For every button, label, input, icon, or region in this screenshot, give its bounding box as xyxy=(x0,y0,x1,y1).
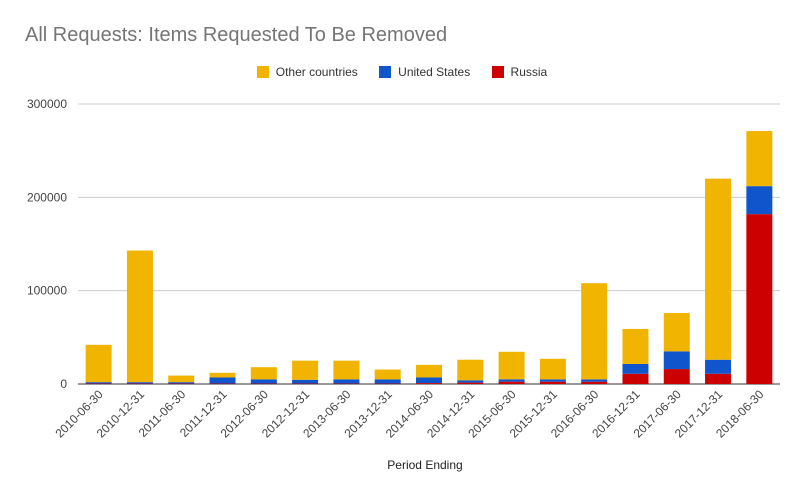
bar-united-states-2011-12-31[interactable] xyxy=(209,377,236,384)
x-axis-title: Period Ending xyxy=(387,458,462,472)
bar-united-states-2016-12-31[interactable] xyxy=(622,363,649,374)
bar-other-countries-2011-06-30[interactable] xyxy=(168,375,195,383)
bar-other-countries-2010-12-31[interactable] xyxy=(126,250,153,383)
bar-other-countries-2010-06-30[interactable] xyxy=(85,344,112,383)
bar-other-countries-2013-06-30[interactable] xyxy=(333,360,360,380)
y-axis-ticks: 0 100000 200000 300000 xyxy=(27,97,67,391)
legend-label-united-states: United States xyxy=(398,64,471,79)
legend-item-russia[interactable]: Russia xyxy=(491,64,548,79)
bar-united-states-2014-06-30[interactable] xyxy=(416,377,442,384)
legend-label-other-countries: Other countries xyxy=(275,64,358,79)
bar-united-states-2011-06-30[interactable] xyxy=(168,382,195,384)
bar-other-countries-2016-06-30[interactable] xyxy=(581,283,608,380)
y-tick-label-100000: 100000 xyxy=(27,284,67,298)
bar-russia-2018-06-30[interactable] xyxy=(746,214,773,384)
bar-united-states-2016-06-30[interactable] xyxy=(581,379,608,382)
y-tick-label-200000: 200000 xyxy=(27,190,67,204)
bar-russia-2015-06-30[interactable] xyxy=(498,381,525,384)
chart-title: All Requests: Items Requested To Be Remo… xyxy=(25,24,448,46)
bar-united-states-2015-12-31[interactable] xyxy=(539,379,566,382)
bar-other-countries-2016-12-31[interactable] xyxy=(622,328,649,364)
bars xyxy=(85,131,773,384)
bar-united-states-2018-06-30[interactable] xyxy=(746,186,773,215)
x-axis-ticks: 2010-06-302010-12-312011-06-302011-12-31… xyxy=(52,387,766,441)
bar-other-countries-2011-12-31[interactable] xyxy=(209,372,236,378)
bar-russia-2017-06-30[interactable] xyxy=(663,369,690,384)
bar-russia-2017-12-31[interactable] xyxy=(705,373,732,384)
bar-united-states-2010-06-30[interactable] xyxy=(85,382,112,384)
bar-united-states-2012-06-30[interactable] xyxy=(250,379,277,384)
bar-united-states-2010-12-31[interactable] xyxy=(126,382,153,384)
bar-russia-2015-12-31[interactable] xyxy=(539,381,566,384)
bar-other-countries-2014-12-31[interactable] xyxy=(457,359,484,381)
legend: Other countries United States Russia xyxy=(0,64,804,79)
bar-other-countries-2013-12-31[interactable] xyxy=(374,369,401,380)
bar-united-states-2012-12-31[interactable] xyxy=(292,379,319,384)
bar-russia-2016-06-30[interactable] xyxy=(581,381,608,384)
bar-other-countries-2017-12-31[interactable] xyxy=(705,178,732,360)
bar-other-countries-2015-12-31[interactable] xyxy=(539,358,566,380)
y-tick-label-0: 0 xyxy=(60,377,67,391)
legend-swatch-united-states xyxy=(379,65,392,78)
bar-united-states-2013-06-30[interactable] xyxy=(333,379,360,384)
bar-united-states-2017-06-30[interactable] xyxy=(663,351,690,370)
bar-other-countries-2014-06-30[interactable] xyxy=(416,364,442,378)
bar-russia-2014-06-30[interactable] xyxy=(416,383,442,384)
bar-other-countries-2012-12-31[interactable] xyxy=(292,360,319,380)
legend-swatch-other-countries xyxy=(256,65,269,78)
bar-united-states-2014-12-31[interactable] xyxy=(457,380,484,383)
y-tick-label-300000: 300000 xyxy=(27,97,67,111)
bar-other-countries-2015-06-30[interactable] xyxy=(498,351,525,380)
bar-united-states-2017-12-31[interactable] xyxy=(705,359,732,374)
bar-united-states-2015-06-30[interactable] xyxy=(498,379,525,382)
legend-label-russia: Russia xyxy=(510,64,548,79)
legend-item-united-states[interactable]: United States xyxy=(379,65,470,79)
bar-other-countries-2012-06-30[interactable] xyxy=(250,367,277,380)
legend-item-other-countries[interactable]: Other countries xyxy=(256,64,358,79)
bar-other-countries-2017-06-30[interactable] xyxy=(663,313,690,352)
bar-russia-2016-12-31[interactable] xyxy=(622,373,649,384)
bar-united-states-2013-12-31[interactable] xyxy=(374,379,401,384)
bar-other-countries-2018-06-30[interactable] xyxy=(746,131,773,187)
bar-russia-2014-12-31[interactable] xyxy=(457,382,484,384)
legend-swatch-russia xyxy=(491,65,504,78)
